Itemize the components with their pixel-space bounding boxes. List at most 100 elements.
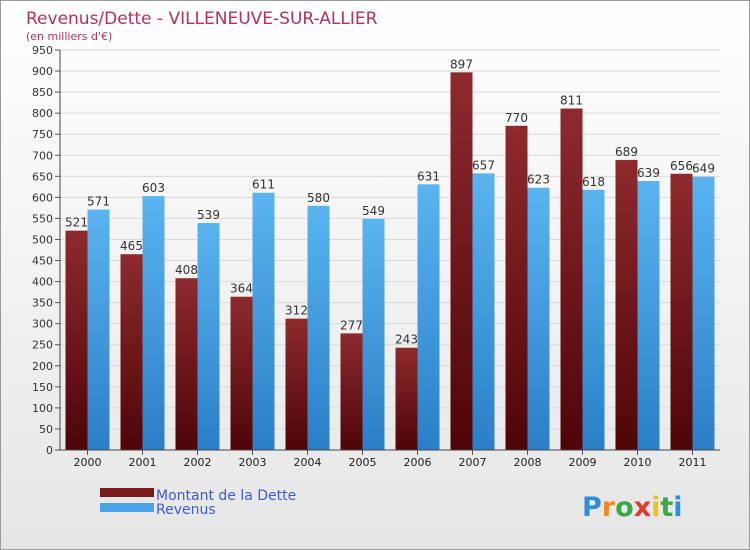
legend-swatch-revenus [100, 503, 154, 512]
data-label: 689 [615, 145, 638, 159]
y-tick-label: 200 [32, 360, 53, 373]
chart-title: Revenus/Dette - VILLENEUVE-SUR-ALLIER [26, 9, 378, 29]
y-tick-label: 450 [32, 255, 53, 268]
data-label: 277 [340, 318, 363, 332]
logo-letter: i [651, 492, 660, 523]
y-tick-label: 350 [32, 297, 53, 310]
bar-revenus [472, 173, 495, 451]
y-tick-label: 600 [32, 191, 53, 204]
data-label: 631 [417, 169, 440, 183]
y-tick-label: 550 [32, 212, 53, 225]
data-label: 243 [395, 333, 418, 347]
legend-label-revenus: Revenus [156, 502, 216, 518]
logo-letter: x [634, 492, 651, 523]
x-tick-label: 2004 [294, 456, 322, 469]
data-label: 539 [197, 208, 220, 222]
bar-revenus [582, 189, 605, 450]
data-label: 639 [637, 166, 660, 180]
bar-dette [175, 278, 198, 450]
bar-dette [340, 333, 363, 450]
x-tick-label: 2009 [569, 456, 597, 469]
data-label: 521 [65, 216, 88, 230]
bar-dette [395, 347, 418, 450]
chart-subtitle: (en milliers d'€) [26, 30, 112, 43]
data-label: 657 [472, 158, 495, 172]
bar-dette [285, 318, 308, 450]
bar-revenus [527, 187, 550, 450]
x-tick-label: 2005 [349, 456, 377, 469]
data-label: 408 [175, 263, 198, 277]
logo-letter: i [673, 492, 682, 523]
y-tick-label: 850 [32, 86, 53, 99]
legend-swatch-debt [100, 488, 154, 497]
data-label: 465 [120, 239, 143, 253]
data-labels: 521 571 465 603 408 539 364 611 312 580 277 549 243 6… [65, 57, 715, 346]
x-tick-label: 2006 [404, 456, 432, 469]
data-label: 312 [285, 304, 308, 318]
data-label: 897 [450, 57, 473, 71]
logo-letter: t [660, 492, 673, 523]
data-label: 649 [692, 162, 715, 176]
proxiti-logo: Proxiti [582, 492, 683, 523]
data-label: 580 [307, 191, 330, 205]
y-tick-label: 250 [32, 339, 53, 352]
x-tick-label: 2008 [514, 456, 542, 469]
bar-dette [65, 230, 88, 450]
y-tick-label: 650 [32, 170, 53, 183]
bar-revenus [307, 205, 330, 450]
legend: Montant de la Dette Revenus [100, 488, 296, 518]
y-tick-label: 950 [32, 44, 53, 57]
y-tick-label: 700 [32, 149, 53, 162]
x-tick-label: 2010 [624, 456, 652, 469]
bar-dette [560, 108, 583, 451]
x-tick-label: 2001 [129, 456, 157, 469]
grid-lines [60, 49, 720, 430]
y-tick-label: 900 [32, 65, 53, 78]
x-tick-label: 2002 [184, 456, 212, 469]
y-tick-label: 0 [46, 444, 53, 457]
logo-letter: r [602, 492, 616, 523]
bar-revenus [417, 184, 440, 450]
data-label: 811 [560, 94, 583, 108]
bar-dette [505, 125, 528, 450]
bar-revenus [637, 180, 660, 450]
data-label: 603 [142, 181, 165, 195]
x-tick-label: 2000 [74, 456, 102, 469]
y-tick-label: 500 [32, 233, 53, 246]
bar-dette [120, 254, 143, 450]
logo-letter: P [582, 492, 602, 523]
data-label: 656 [670, 159, 693, 173]
bar-dette [615, 159, 638, 451]
x-tick-label: 2007 [459, 456, 487, 469]
bar-revenus [87, 209, 110, 450]
bar-revenus [252, 192, 275, 450]
y-tick-label: 800 [32, 107, 53, 120]
y-axis-ticks: 0 50 100 150 200 250 300 350 400 450 500 550 600 650 7… [32, 44, 60, 457]
data-label: 770 [505, 111, 528, 125]
y-tick-label: 150 [32, 381, 53, 394]
data-label: 623 [527, 173, 550, 187]
x-tick-label: 2003 [239, 456, 267, 469]
bar-revenus [142, 196, 165, 450]
logo-letter: o [615, 492, 634, 523]
data-label: 571 [87, 195, 110, 209]
legend-label-debt: Montant de la Dette [156, 488, 296, 504]
y-tick-label: 400 [32, 276, 53, 289]
bar-dette [450, 72, 473, 450]
bar-revenus [362, 218, 385, 450]
bar-dette [230, 296, 253, 450]
x-tick-label: 2011 [679, 456, 707, 469]
bar-revenus [197, 223, 220, 450]
y-tick-label: 300 [32, 318, 53, 331]
bar-revenus [692, 176, 715, 450]
bar-dette [670, 173, 693, 450]
data-label: 364 [230, 282, 253, 296]
y-tick-label: 100 [32, 402, 53, 415]
data-label: 611 [252, 178, 275, 192]
bars-group [65, 72, 715, 451]
data-label: 618 [582, 175, 605, 189]
y-tick-label: 750 [32, 128, 53, 141]
y-tick-label: 50 [39, 423, 53, 436]
x-axis-ticks: 2000 2001 2002 2003 2004 2005 2006 2007 2008 2009… [74, 450, 707, 469]
